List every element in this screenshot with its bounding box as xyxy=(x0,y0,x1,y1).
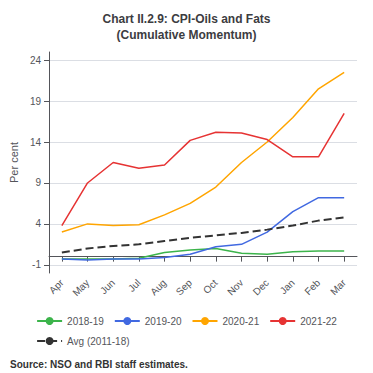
svg-text:Sep: Sep xyxy=(174,277,195,298)
svg-text:Apr: Apr xyxy=(47,277,66,296)
svg-text:24: 24 xyxy=(30,55,42,66)
svg-text:Jun: Jun xyxy=(98,277,117,296)
svg-text:Jul: Jul xyxy=(126,277,143,294)
svg-text:14: 14 xyxy=(30,137,42,148)
svg-text:2020-21: 2020-21 xyxy=(223,316,260,327)
svg-text:Per cent: Per cent xyxy=(8,142,20,183)
svg-text:May: May xyxy=(70,277,91,298)
svg-text:(Cumulative Momentum): (Cumulative Momentum) xyxy=(116,28,256,42)
svg-text:Jan: Jan xyxy=(278,277,297,296)
svg-text:2018-19: 2018-19 xyxy=(67,316,104,327)
svg-text:Mar: Mar xyxy=(328,277,348,297)
svg-text:2021-22: 2021-22 xyxy=(300,316,337,327)
svg-text:Aug: Aug xyxy=(148,277,168,297)
svg-text:Oct: Oct xyxy=(201,277,220,296)
svg-text:Dec: Dec xyxy=(251,277,271,297)
svg-text:9: 9 xyxy=(35,177,41,188)
svg-text:Source: NSO and RBI staff esti: Source: NSO and RBI staff estimates. xyxy=(10,359,188,370)
svg-text:Nov: Nov xyxy=(225,277,245,297)
svg-text:Chart II.2.9: CPI-Oils and Fat: Chart II.2.9: CPI-Oils and Fats xyxy=(102,12,270,26)
svg-text:Avg (2011-18): Avg (2011-18) xyxy=(67,336,129,347)
svg-text:Feb: Feb xyxy=(302,277,322,297)
svg-text:4: 4 xyxy=(35,218,41,229)
svg-text:19: 19 xyxy=(30,96,42,107)
svg-text:2019-20: 2019-20 xyxy=(145,316,182,327)
svg-text:-1: -1 xyxy=(32,259,41,270)
